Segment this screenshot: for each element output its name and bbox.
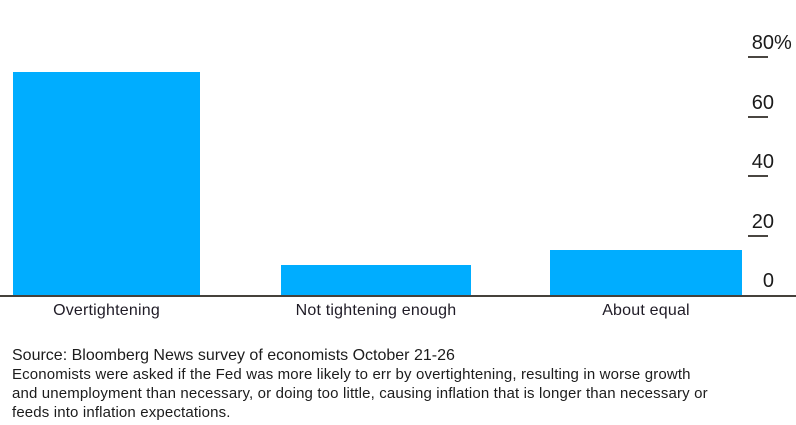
note-line-3: feeds into inflation expectations. [12, 404, 231, 421]
ytick-label-40: 40 [751, 151, 774, 173]
bar-overtightening [13, 72, 200, 295]
ytick-label-60: 60 [751, 92, 774, 114]
ytick-mark-40 [748, 175, 768, 177]
x-axis-baseline [0, 295, 796, 297]
percent-sign: % [774, 32, 792, 54]
chart-note: Economists were asked if the Fed was mor… [12, 365, 708, 422]
category-label-overtightening: Overtightening [53, 302, 160, 319]
chart-footer: Source: Bloomberg News survey of economi… [12, 346, 796, 421]
ytick-mark-80 [748, 56, 768, 58]
note-line-2: and unemployment than necessary, or doin… [12, 385, 708, 402]
source-line: Source: Bloomberg News survey of economi… [12, 347, 455, 364]
ytick-label-20: 20 [751, 211, 774, 233]
category-label-about-equal: About equal [602, 302, 690, 319]
note-line-1: Economists were asked if the Fed was mor… [12, 366, 691, 383]
category-label-not-tightening-enough: Not tightening enough [295, 302, 457, 319]
ytick-mark-60 [748, 116, 768, 118]
ytick-label-0: 0 [762, 270, 774, 292]
bar-not-tightening-enough [281, 265, 471, 295]
bar-about-equal [550, 250, 742, 295]
ytick-mark-20 [748, 235, 768, 237]
ytick-label-80: 80% [751, 32, 792, 54]
